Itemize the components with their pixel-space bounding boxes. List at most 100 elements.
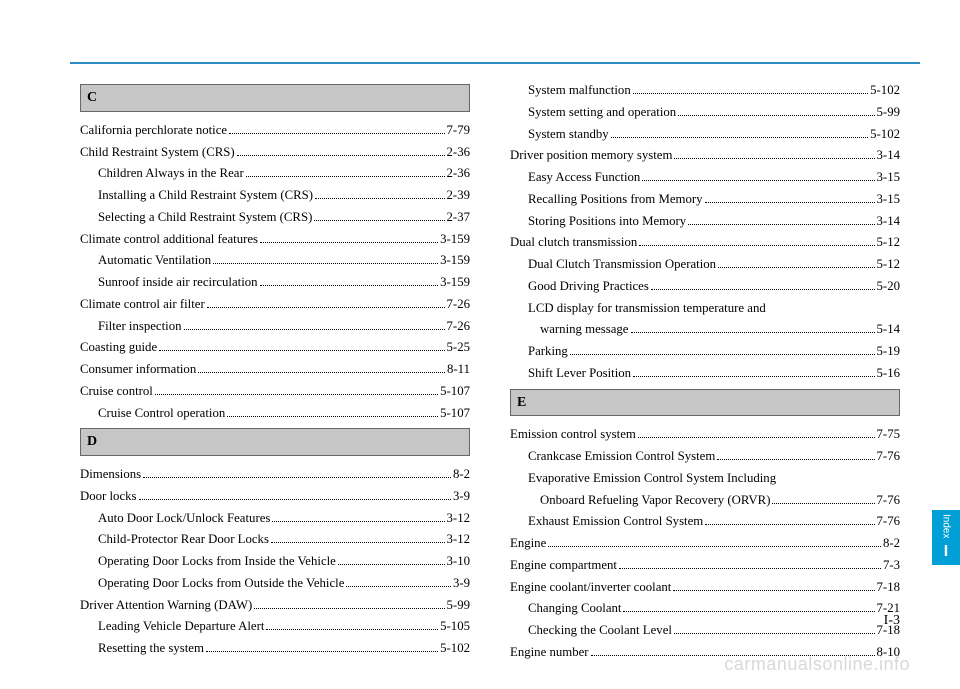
leader-dots <box>619 568 881 569</box>
entry-page: 5-12 <box>877 232 900 254</box>
index-entry: Climate control air filter 7-26 <box>80 294 470 316</box>
entry-label: Operating Door Locks from Inside the Veh… <box>98 551 336 573</box>
entry-page: 7-76 <box>877 490 900 512</box>
leader-dots <box>184 329 445 330</box>
entry-label: Emission control system <box>510 424 636 446</box>
entry-page: 3-15 <box>877 167 900 189</box>
index-entry: warning message 5-14 <box>510 319 900 341</box>
entry-label: Selecting a Child Restraint System (CRS) <box>98 207 312 229</box>
entry-page: 5-102 <box>870 124 900 146</box>
leader-dots <box>772 503 874 504</box>
index-entry: Resetting the system 5-102 <box>80 638 470 660</box>
leader-dots <box>633 376 874 377</box>
index-entry: Emission control system 7-75 <box>510 424 900 446</box>
index-entry: Good Driving Practices 5-20 <box>510 276 900 298</box>
watermark: carmanualsonline.info <box>724 654 910 675</box>
index-entry-continuation: Evaporative Emission Control System Incl… <box>510 468 900 490</box>
leader-dots <box>718 267 874 268</box>
leader-dots <box>338 564 445 565</box>
index-entry: Dual clutch transmission 5-12 <box>510 232 900 254</box>
entry-label: Sunroof inside air recirculation <box>98 272 258 294</box>
entry-page: 7-26 <box>447 294 470 316</box>
entry-label: Dual Clutch Transmission Operation <box>528 254 716 276</box>
entry-page: 3-159 <box>440 229 470 251</box>
entry-label: Climate control additional features <box>80 229 258 251</box>
entry-label: Recalling Positions from Memory <box>528 189 703 211</box>
leader-dots <box>271 542 445 543</box>
index-entry: Door locks 3-9 <box>80 486 470 508</box>
index-entry: Driver position memory system 3-14 <box>510 145 900 167</box>
leader-dots <box>651 289 875 290</box>
entry-label: Changing Coolant <box>528 598 621 620</box>
leader-dots <box>155 394 438 395</box>
leader-dots <box>260 285 439 286</box>
index-entry: Easy Access Function 3-15 <box>510 167 900 189</box>
entry-page: 3-15 <box>877 189 900 211</box>
index-entry: Installing a Child Restraint System (CRS… <box>80 185 470 207</box>
entry-label: Engine <box>510 533 546 555</box>
entry-page: 5-20 <box>877 276 900 298</box>
entry-label: Onboard Refueling Vapor Recovery (ORVR) <box>540 490 770 512</box>
index-entry: Storing Positions into Memory 3-14 <box>510 211 900 233</box>
leader-dots <box>314 220 444 221</box>
index-entry: System setting and operation 5-99 <box>510 102 900 124</box>
entry-label: Coasting guide <box>80 337 157 359</box>
index-entry: Filter inspection 7-26 <box>80 316 470 338</box>
leader-dots <box>198 372 445 373</box>
index-entry: Parking 5-19 <box>510 341 900 363</box>
entry-label: Engine compartment <box>510 555 617 577</box>
entry-label: Driver position memory system <box>510 145 672 167</box>
leader-dots <box>246 176 445 177</box>
leader-dots <box>260 242 438 243</box>
leader-dots <box>674 633 875 634</box>
index-entry: Engine coolant/inverter coolant 7-18 <box>510 577 900 599</box>
leader-dots <box>688 224 874 225</box>
leader-dots <box>227 416 438 417</box>
index-entry: Checking the Coolant Level 7-18 <box>510 620 900 642</box>
entry-page: 5-25 <box>447 337 470 359</box>
side-tab-letter: I <box>944 543 948 561</box>
entry-page: 3-9 <box>453 486 470 508</box>
index-entry: Operating Door Locks from Outside the Ve… <box>80 573 470 595</box>
entry-page: 8-2 <box>453 464 470 486</box>
leader-dots <box>207 307 445 308</box>
leader-dots <box>717 459 874 460</box>
index-entry: Dual Clutch Transmission Operation 5-12 <box>510 254 900 276</box>
entry-page: 5-107 <box>440 381 470 403</box>
entry-page: 2-36 <box>447 163 470 185</box>
entry-page: 5-14 <box>877 319 900 341</box>
index-entry: Onboard Refueling Vapor Recovery (ORVR) … <box>510 490 900 512</box>
entry-label: California perchlorate notice <box>80 120 227 142</box>
entry-label: Easy Access Function <box>528 167 640 189</box>
entry-label: Leading Vehicle Departure Alert <box>98 616 264 638</box>
leader-dots <box>705 202 875 203</box>
entry-label: Engine coolant/inverter coolant <box>510 577 671 599</box>
entry-page: 2-39 <box>447 185 470 207</box>
index-entry: System malfunction 5-102 <box>510 80 900 102</box>
leader-dots <box>346 586 451 587</box>
index-entry: Exhaust Emission Control System 7-76 <box>510 511 900 533</box>
entry-label: Cruise Control operation <box>98 403 225 425</box>
index-entry: Children Always in the Rear 2-36 <box>80 163 470 185</box>
leader-dots <box>623 611 874 612</box>
entry-label: Children Always in the Rear <box>98 163 244 185</box>
index-entry: Automatic Ventilation 3-159 <box>80 250 470 272</box>
entry-label: Automatic Ventilation <box>98 250 211 272</box>
entry-label: Driver Attention Warning (DAW) <box>80 595 252 617</box>
leader-dots <box>570 354 875 355</box>
entry-page: 7-3 <box>883 555 900 577</box>
index-entry: Sunroof inside air recirculation 3-159 <box>80 272 470 294</box>
leader-dots <box>705 524 874 525</box>
entry-label: Child Restraint System (CRS) <box>80 142 235 164</box>
leader-dots <box>548 546 881 547</box>
entry-label: Storing Positions into Memory <box>528 211 686 233</box>
entry-label: Climate control air filter <box>80 294 205 316</box>
entry-page: 8-11 <box>447 359 470 381</box>
entry-label: Crankcase Emission Control System <box>528 446 715 468</box>
entry-page: 3-14 <box>877 145 900 167</box>
index-entry: California perchlorate notice 7-79 <box>80 120 470 142</box>
index-entry: Shift Lever Position 5-16 <box>510 363 900 385</box>
index-entry: Changing Coolant 7-21 <box>510 598 900 620</box>
entry-label: warning message <box>540 319 629 341</box>
entry-label: Dimensions <box>80 464 141 486</box>
